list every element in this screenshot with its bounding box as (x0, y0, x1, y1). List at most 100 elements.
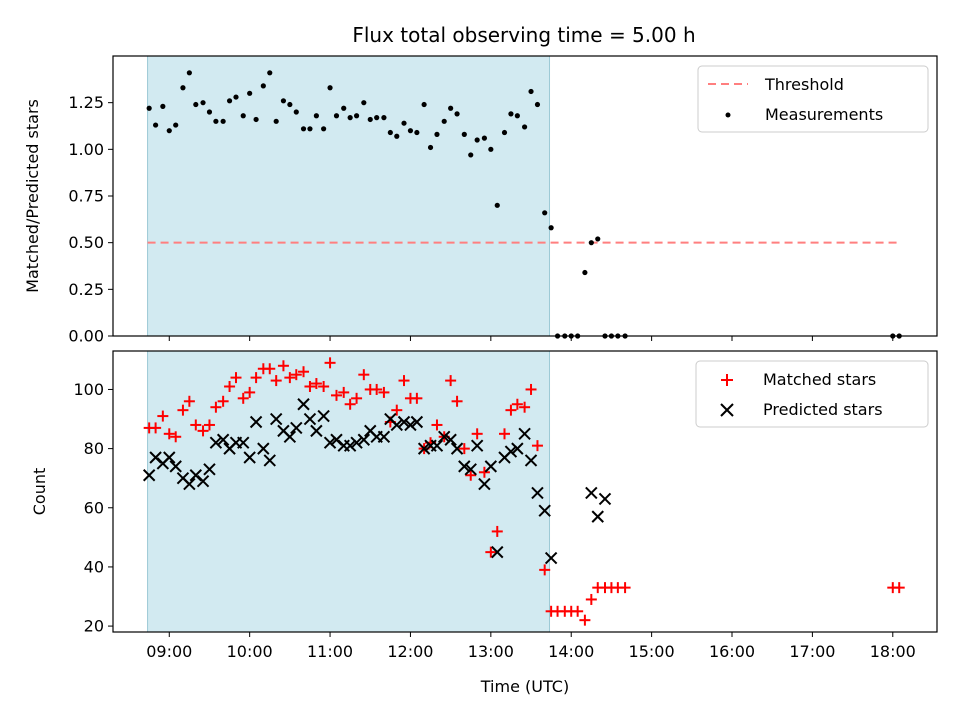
matched-star-point (150, 422, 162, 434)
bottom-axes-frame (112, 350, 938, 633)
bottom-xtick-label: 11:00 (307, 642, 353, 661)
legend-measurements-label: Measurements (765, 105, 883, 124)
predicted-star-point (504, 445, 518, 458)
predicted-star-point (357, 433, 371, 446)
matched-star-point (290, 369, 302, 381)
predicted-star-point (142, 469, 156, 482)
bottom-panel: 20 40 60 80 100 09:00 10:00 11:00 12:00 13:00 14:… (30, 350, 938, 696)
measurement-point (501, 129, 508, 136)
predicted-star-point (417, 442, 431, 455)
legend-measurements-swatch (725, 112, 731, 118)
bottom-xtick-label: 15:00 (629, 642, 675, 661)
matched-star-point (572, 605, 584, 617)
predicted-star-point (478, 477, 491, 491)
measurement-point (273, 118, 279, 124)
predicted-star-point (317, 409, 330, 423)
measurement-point (333, 113, 340, 119)
measurement-point (280, 98, 287, 104)
measurement-point (488, 146, 494, 152)
measurement-point (548, 225, 554, 231)
matched-star-point (351, 392, 363, 404)
top-shaded-interval (147, 55, 551, 337)
predicted-star-point (183, 477, 196, 491)
predicted-star-point (410, 415, 424, 429)
matched-star-point (445, 375, 457, 387)
predicted-star-point (377, 430, 391, 443)
measurement-point (313, 113, 319, 119)
measurement-point (454, 111, 460, 117)
predicted-star-point (257, 442, 270, 455)
predicted-star-point (484, 460, 498, 473)
matched-star-point (284, 372, 296, 384)
predicted-star-point (404, 418, 417, 432)
matched-star-point (310, 378, 322, 390)
matched-star-point (398, 375, 410, 387)
predicted-star-point (163, 451, 176, 464)
matched-star-point (318, 380, 330, 392)
predicted-star-point (491, 545, 504, 559)
matched-star-point (465, 469, 477, 481)
measurement-point (542, 210, 548, 216)
predicted-star-point (269, 412, 283, 426)
matched-star-point (893, 582, 905, 594)
predicted-star-point (458, 460, 471, 473)
predicted-star-point (450, 442, 464, 455)
bottom-ytick-label: 80 (84, 439, 104, 458)
measurement-point (173, 122, 179, 128)
top-y-axis-label: Matched/Predicted stars (23, 99, 42, 293)
bottom-x-ticks: 09:00 10:00 11:00 12:00 13:00 14:00 15:00 16:00… (146, 632, 916, 661)
bottom-xtick-label: 09:00 (146, 642, 192, 661)
bottom-xtick-label: 17:00 (789, 642, 835, 661)
matched-star-point (338, 386, 350, 398)
bottom-ytick-label: 60 (84, 498, 104, 517)
matched-star-point (157, 410, 169, 422)
measurement-point (534, 101, 541, 108)
matched-star-point (264, 363, 276, 375)
predicted-star-point (343, 439, 357, 452)
matched-star-point (391, 404, 403, 416)
matched-star-point (478, 466, 490, 478)
measurement-point (260, 83, 266, 89)
top-y-ticks: 0.00 0.25 0.50 0.75 1.00 1.25 (68, 93, 113, 346)
matched-star-point (378, 386, 390, 398)
measurement-point (353, 113, 360, 119)
matched-star-point (190, 419, 202, 431)
legend-threshold-label: Threshold (764, 75, 844, 94)
measurement-point (407, 128, 414, 134)
predicted-star-point (209, 436, 223, 449)
measurement-point (200, 100, 206, 106)
predicted-star-point (283, 430, 297, 443)
measurement-point (514, 113, 520, 119)
predicted-star-point (438, 430, 451, 443)
legend-predicted-swatch (720, 403, 734, 417)
matched-star-point (250, 372, 262, 384)
measurement-point (421, 101, 427, 108)
bottom-xtick-label: 18:00 (870, 642, 916, 661)
matched-star-point (371, 383, 383, 395)
matched-star-point (499, 428, 511, 440)
top-axes-frame (112, 55, 938, 337)
predicted-star-point (290, 421, 303, 435)
predicted-star-point (544, 551, 558, 565)
measurement-point (582, 269, 588, 276)
top-ytick-label: 0.00 (68, 327, 104, 346)
top-ytick-label: 0.75 (68, 187, 104, 206)
matched-star-point (531, 440, 543, 452)
measurement-point (588, 240, 594, 246)
measurement-point (327, 85, 333, 91)
measurement-point (381, 115, 387, 121)
matched-stars-points (143, 357, 905, 626)
measurement-point (341, 105, 347, 111)
top-panel: 0.00 0.25 0.50 0.75 1.00 1.25 Matched/Predict… (23, 55, 938, 346)
matched-star-point (237, 392, 249, 404)
predicted-star-point (430, 439, 444, 452)
matched-star-point (230, 372, 242, 384)
bottom-xtick-label: 16:00 (709, 642, 755, 661)
measurement-point (361, 100, 367, 106)
predicted-star-point (390, 418, 403, 432)
measurement-point (441, 118, 447, 124)
predicted-star-point (538, 504, 551, 517)
measurement-point (367, 116, 373, 123)
predicted-star-point (310, 424, 323, 438)
